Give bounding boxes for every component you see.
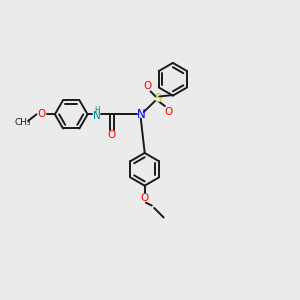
Text: CH₃: CH₃ [14,118,31,127]
Text: H: H [94,106,100,115]
Text: N: N [93,111,101,121]
Text: O: O [143,80,152,91]
Text: O: O [165,107,173,117]
Text: O: O [108,130,116,140]
Text: N: N [137,108,146,121]
Text: O: O [140,193,149,203]
Text: S: S [154,92,162,105]
Text: O: O [38,109,46,119]
